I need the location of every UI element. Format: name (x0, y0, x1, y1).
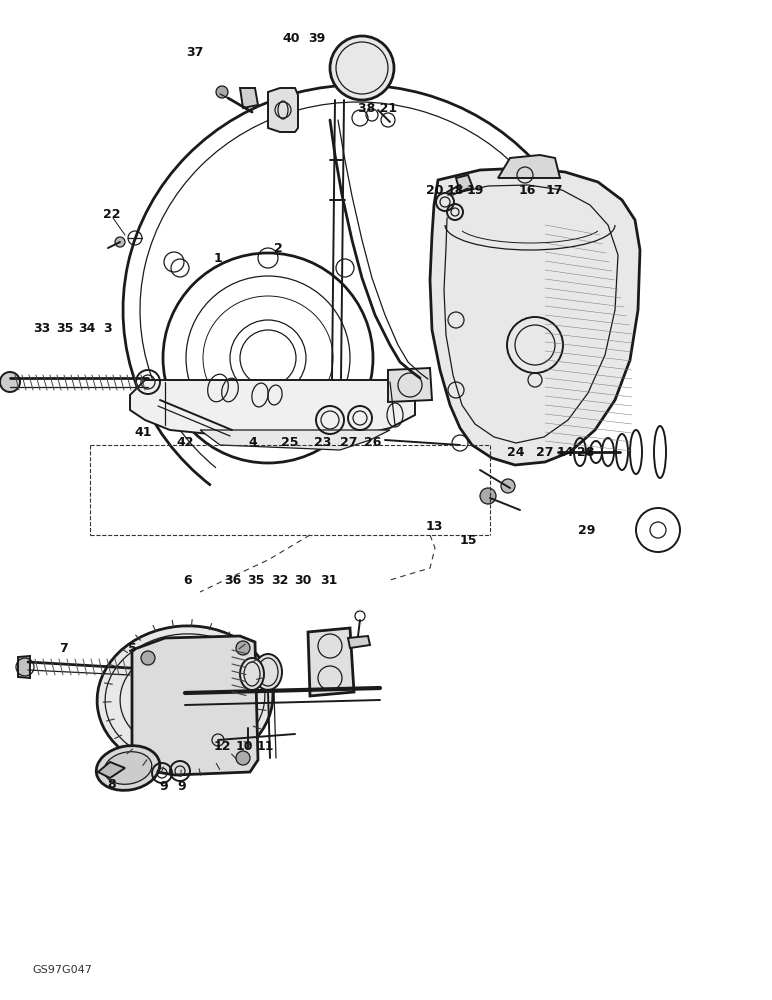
Text: 42: 42 (176, 436, 194, 450)
Text: 12: 12 (213, 740, 231, 752)
Ellipse shape (254, 654, 282, 690)
Polygon shape (200, 430, 390, 450)
Circle shape (480, 488, 496, 504)
Text: 5: 5 (127, 642, 137, 654)
Text: 11: 11 (256, 740, 274, 752)
Polygon shape (18, 656, 30, 678)
Text: 3: 3 (103, 322, 111, 334)
Text: 16: 16 (518, 184, 536, 196)
Text: 38 21: 38 21 (358, 102, 398, 114)
Text: 15: 15 (459, 534, 477, 546)
Text: 2: 2 (273, 241, 283, 254)
Text: 17: 17 (545, 184, 563, 196)
Circle shape (141, 651, 155, 665)
Polygon shape (240, 88, 258, 108)
Circle shape (216, 86, 228, 98)
Text: 27: 27 (340, 436, 357, 450)
Text: 30: 30 (294, 574, 312, 586)
Ellipse shape (97, 626, 273, 770)
Text: 32: 32 (271, 574, 289, 586)
Text: 36: 36 (225, 574, 242, 586)
Ellipse shape (96, 746, 160, 790)
Ellipse shape (104, 752, 152, 784)
Text: 39: 39 (308, 32, 326, 45)
Polygon shape (388, 368, 432, 402)
Polygon shape (456, 175, 473, 192)
Text: 29: 29 (578, 524, 596, 536)
Text: 9: 9 (178, 780, 186, 792)
Text: 4: 4 (249, 436, 257, 450)
Polygon shape (308, 628, 354, 696)
Text: 41: 41 (134, 426, 152, 438)
Text: 23: 23 (314, 436, 332, 450)
Circle shape (236, 641, 250, 655)
Text: 13: 13 (425, 520, 442, 534)
Polygon shape (132, 636, 258, 775)
Circle shape (115, 237, 125, 247)
Polygon shape (348, 636, 370, 648)
Text: GS97G047: GS97G047 (32, 965, 92, 975)
Text: 37: 37 (186, 45, 204, 58)
Text: 34: 34 (78, 322, 96, 334)
Text: 28: 28 (577, 446, 594, 458)
Text: 18: 18 (446, 184, 464, 196)
Text: 40: 40 (283, 32, 300, 45)
Text: 10: 10 (235, 740, 252, 752)
Circle shape (236, 751, 250, 765)
Text: 31: 31 (320, 574, 337, 586)
Polygon shape (130, 380, 415, 438)
Circle shape (0, 372, 20, 392)
Polygon shape (430, 168, 640, 465)
Polygon shape (268, 88, 298, 132)
Circle shape (501, 479, 515, 493)
Text: 8: 8 (107, 778, 117, 792)
Text: 1: 1 (214, 251, 222, 264)
Circle shape (330, 36, 394, 100)
Text: 25: 25 (281, 436, 299, 450)
Polygon shape (498, 155, 560, 178)
Text: 7: 7 (59, 642, 67, 654)
Text: 24: 24 (507, 446, 525, 458)
Text: 9: 9 (160, 780, 168, 792)
Text: 33: 33 (33, 322, 51, 334)
Text: 6: 6 (184, 574, 192, 586)
Text: 26: 26 (364, 436, 381, 450)
Circle shape (141, 755, 155, 769)
Text: 35: 35 (247, 574, 265, 586)
Polygon shape (98, 762, 125, 778)
Text: 19: 19 (466, 184, 484, 196)
Text: 35: 35 (56, 322, 73, 334)
Text: 22: 22 (103, 209, 120, 222)
Text: 20: 20 (426, 184, 444, 196)
Text: 14: 14 (557, 446, 574, 458)
Ellipse shape (240, 658, 264, 690)
Text: 27: 27 (537, 446, 554, 458)
